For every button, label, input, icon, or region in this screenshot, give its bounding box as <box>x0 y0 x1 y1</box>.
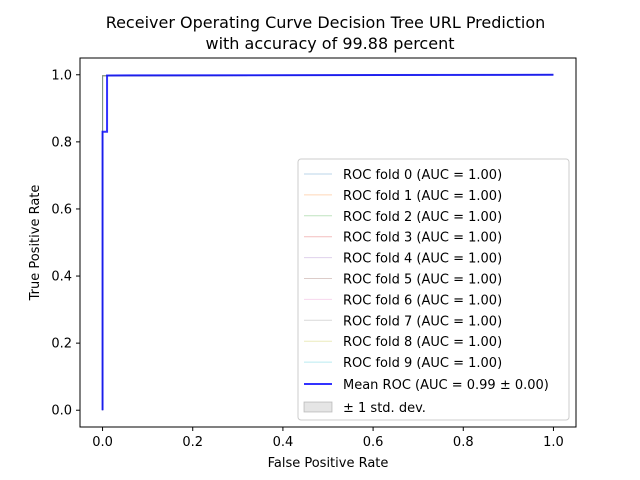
legend-label-mean: Mean ROC (AUC = 0.99 ± 0.00) <box>343 378 549 393</box>
y-tick-label: 0.8 <box>51 135 72 150</box>
y-tick-label: 1.0 <box>51 68 72 83</box>
legend-label-fold-9: ROC fold 9 (AUC = 1.00) <box>343 356 502 371</box>
legend-label-fold-4: ROC fold 4 (AUC = 1.00) <box>343 252 502 267</box>
y-axis-ticks: 0.0 0.2 0.4 0.6 0.8 1.0 <box>51 68 80 419</box>
x-tick-label: 0.2 <box>182 435 203 450</box>
mean-layer <box>101 73 554 411</box>
mean-roc-line <box>101 73 554 411</box>
x-tick-label: 0.4 <box>273 435 294 450</box>
chart-title-line-1: Receiver Operating Curve Decision Tree U… <box>106 13 546 32</box>
x-axis-ticks: 0.0 0.2 0.4 0.6 0.8 1.0 <box>92 427 564 450</box>
legend-label-fold-3: ROC fold 3 (AUC = 1.00) <box>343 231 502 246</box>
x-tick-label: 1.0 <box>543 435 564 450</box>
legend-label-fold-6: ROC fold 6 (AUC = 1.00) <box>343 293 502 308</box>
legend: ROC fold 0 (AUC = 1.00) ROC fold 1 (AUC =… <box>297 158 570 421</box>
legend-label-fold-8: ROC fold 8 (AUC = 1.00) <box>343 335 502 350</box>
legend-swatch-std <box>303 401 333 413</box>
legend-label-fold-5: ROC fold 5 (AUC = 1.00) <box>343 273 502 288</box>
x-axis-label: False Positive Rate <box>268 456 389 471</box>
legend-label-fold-1: ROC fold 1 (AUC = 1.00) <box>343 189 502 204</box>
chart-title-line-2: with accuracy of 99.88 percent <box>206 34 455 53</box>
legend-frame <box>297 158 570 421</box>
plot-frame <box>79 57 577 428</box>
legend-label-fold-0: ROC fold 0 (AUC = 1.00) <box>343 168 502 183</box>
y-axis-label: True Positive Rate <box>28 185 43 302</box>
x-tick-label: 0.6 <box>363 435 384 450</box>
legend-label-fold-2: ROC fold 2 (AUC = 1.00) <box>343 210 502 225</box>
x-tick-label: 0.0 <box>92 435 113 450</box>
y-tick-label: 0.6 <box>51 202 72 217</box>
legend-label-fold-7: ROC fold 7 (AUC = 1.00) <box>343 314 502 329</box>
legend-label-std: ± 1 std. dev. <box>343 401 426 416</box>
y-tick-label: 0.2 <box>51 337 72 352</box>
y-tick-label: 0.0 <box>51 404 72 419</box>
x-tick-label: 0.8 <box>453 435 474 450</box>
y-tick-label: 0.4 <box>51 270 72 285</box>
